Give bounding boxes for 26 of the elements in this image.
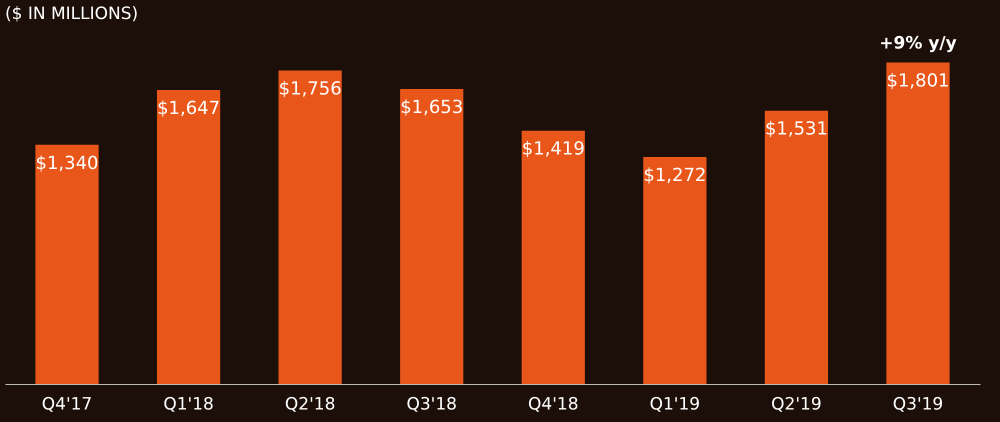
data-label: $1,647 — [157, 98, 220, 120]
data-label: $1,801 — [886, 70, 950, 92]
data-label: $1,272 — [643, 164, 706, 186]
bar — [400, 88, 464, 384]
annotation: +9% y/y — [879, 34, 957, 54]
bar — [886, 62, 950, 384]
x-tick-label: Q3'19 — [892, 394, 944, 414]
data-label: $1,531 — [764, 118, 828, 140]
data-label: $1,419 — [522, 138, 585, 160]
data-label: $1,340 — [36, 152, 98, 174]
data-label: $1,653 — [400, 96, 464, 118]
x-tick-label: Q1'18 — [163, 394, 214, 414]
bar — [522, 130, 585, 384]
x-tick-label: Q1'19 — [650, 394, 700, 414]
bar — [643, 156, 706, 384]
bar — [278, 70, 342, 384]
x-tick-label: Q4'18 — [528, 394, 579, 414]
x-tick-label: Q4'17 — [42, 394, 92, 414]
x-tick-label: Q3'18 — [406, 394, 457, 414]
data-label: $1,756 — [278, 78, 342, 100]
x-tick-label: Q2'19 — [771, 394, 822, 414]
bar — [764, 110, 828, 384]
bar — [156, 90, 220, 384]
x-tick-label: Q2'18 — [284, 394, 336, 414]
bar — [35, 144, 99, 384]
chart-title: ($ IN MILLIONS) — [5, 4, 138, 24]
